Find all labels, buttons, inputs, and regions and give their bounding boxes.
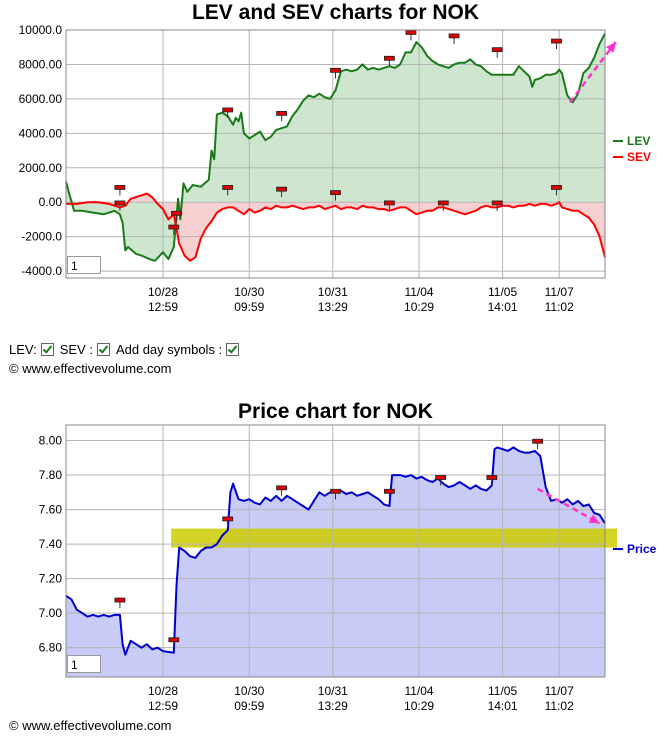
day-marker (114, 185, 126, 190)
day-marker (171, 210, 182, 216)
copyright-text-2: © www.effectivevolume.com (9, 718, 172, 733)
chart-title-price: Price chart for NOK (238, 400, 433, 423)
x-tick-time: 09:59 (234, 300, 264, 314)
day-marker (551, 38, 562, 44)
scale-input-lev[interactable]: 1 (67, 256, 101, 274)
x-tick-date: 10/30 (234, 684, 264, 698)
legend-label-price: Price (627, 542, 657, 556)
day-marker (168, 637, 180, 643)
day-marker (383, 55, 395, 61)
x-tick-date: 11/04 (404, 684, 433, 698)
y-tick-label: 7.20 (39, 572, 63, 586)
day-marker (168, 224, 180, 230)
x-tick-date: 10/31 (318, 285, 348, 299)
day-marker (448, 33, 460, 39)
day-marker (437, 200, 449, 206)
day-marker (330, 67, 341, 73)
support-band (171, 528, 618, 548)
day-marker (383, 488, 395, 494)
x-tick-time: 14:01 (488, 699, 518, 713)
x-tick-time: 10:29 (404, 699, 434, 713)
x-tick-time: 09:59 (234, 699, 264, 713)
x-tick-time: 13:29 (318, 300, 348, 314)
y-tick-label: 7.00 (39, 606, 63, 620)
day-marker (276, 110, 288, 116)
series-fill-price (66, 447, 605, 677)
y-tick-label: -2000.0 (21, 230, 62, 244)
legend-label-lev: LEV (627, 134, 650, 148)
y-tick-label: 6000.00 (19, 92, 63, 106)
y-tick-label: 7.80 (39, 468, 63, 482)
day-marker (276, 485, 288, 491)
day-marker (435, 475, 447, 480)
trend-arrow-head (588, 514, 600, 524)
day-marker (532, 438, 544, 444)
copyright-text: © www.effectivevolume.com (9, 361, 172, 376)
y-tick-label: 10000.0 (19, 23, 63, 37)
x-tick-time: 14:01 (488, 300, 518, 314)
x-tick-time: 11:02 (545, 699, 574, 713)
x-tick-date: 11/05 (488, 285, 517, 299)
x-tick-time: 12:59 (148, 699, 178, 713)
trend-arrow-head (605, 42, 616, 53)
plot-border (65, 424, 606, 678)
day-marker (330, 488, 341, 494)
y-tick-label: 7.60 (39, 503, 63, 517)
day-symbols-checkbox[interactable] (226, 343, 240, 356)
series-fill-lev (66, 33, 605, 261)
x-tick-date: 10/30 (234, 285, 264, 299)
series-line-sev (66, 192, 606, 262)
series-fill-sev (66, 193, 605, 261)
scale-input-price[interactable]: 1 (67, 655, 101, 673)
x-tick-time: 12:59 (148, 300, 178, 314)
lev-toggle-label: LEV: (9, 342, 37, 357)
sev-checkbox[interactable] (96, 343, 110, 356)
day-marker (276, 186, 288, 192)
day-marker (222, 516, 234, 522)
trend-arrow-line (568, 41, 617, 104)
sev-toggle-label: SEV : (59, 342, 93, 357)
y-tick-label: 8000.00 (19, 57, 63, 71)
price-chart: 8.007.807.607.407.207.006.8010/2812:5910… (39, 424, 657, 713)
day-marker (486, 475, 498, 480)
day-marker (330, 190, 341, 196)
lev-sev-chart: 10000.0 8000.00 6000.00 4000.00 2000.00 0.00 -… (19, 23, 651, 314)
day-marker (114, 597, 126, 603)
legend-label-sev: SEV (627, 150, 651, 164)
day-marker (383, 200, 395, 206)
day-symbols-label: Add day symbols : (115, 342, 223, 357)
x-tick-time: 11:02 (545, 300, 574, 314)
y-tick-label: 2000.00 (19, 161, 63, 175)
trend-arrow-line (537, 487, 601, 525)
y-tick-label: 0.00 (39, 195, 63, 209)
x-tick-date: 11/05 (488, 684, 517, 698)
y-tick-label: 7.40 (39, 537, 63, 551)
x-tick-date: 11/07 (545, 684, 574, 698)
x-tick-time: 10:29 (404, 300, 434, 314)
x-tick-date: 11/04 (404, 285, 433, 299)
day-marker (222, 185, 234, 190)
day-marker (491, 47, 503, 53)
lev-checkbox[interactable] (40, 343, 54, 356)
chart-title-lev-sev: LEV and SEV charts for NOK (191, 1, 480, 24)
x-tick-date: 10/31 (318, 684, 348, 698)
plot-border (65, 29, 606, 279)
x-tick-time: 13:29 (318, 699, 348, 713)
x-tick-date: 10/28 (148, 684, 178, 698)
day-marker (222, 107, 234, 113)
y-tick-label: -4000.0 (21, 264, 62, 278)
day-marker (491, 200, 503, 206)
day-marker (551, 185, 562, 190)
y-tick-label: 6.80 (39, 641, 63, 655)
y-tick-label: 4000.00 (19, 126, 63, 140)
y-tick-label: 8.00 (39, 434, 63, 448)
x-tick-date: 11/07 (545, 285, 574, 299)
day-marker (405, 30, 417, 35)
chart-options-bar: LEV: SEV : Add day symbols : (9, 342, 243, 357)
day-marker (114, 200, 126, 206)
x-tick-date: 10/28 (148, 285, 178, 299)
